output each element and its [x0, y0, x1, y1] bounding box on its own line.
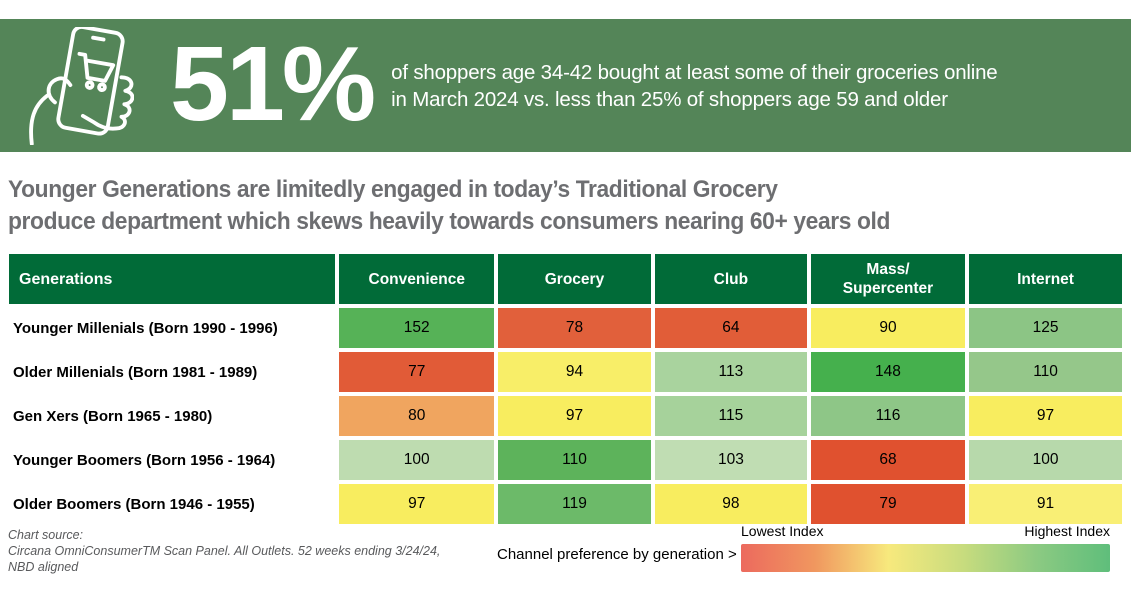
heatmap-cell: 68	[810, 440, 966, 480]
hand-holding-phone-shopping-cart-icon	[29, 26, 134, 145]
legend-caption: Channel preference by generation >	[497, 546, 737, 563]
heatmap-cell: 97	[339, 484, 494, 524]
heatmap-cell: 64	[654, 308, 807, 348]
wrist	[29, 93, 50, 145]
heatmap-cell: 78	[498, 308, 651, 348]
stat-value: 51%	[170, 24, 376, 143]
heatmap-cell: 148	[810, 352, 966, 392]
chart-source-label: Chart source:	[8, 528, 84, 542]
table-row: Younger Boomers (Born 1956 - 1964) 100 110…	[9, 440, 1122, 480]
heatmap-cell: 115	[654, 396, 807, 436]
heatmap-cell: 94	[498, 352, 651, 392]
column-header-generations: Generations	[9, 254, 336, 304]
heatmap-cell: 116	[810, 396, 966, 436]
column-header: Mass/ Supercenter	[810, 254, 966, 304]
heatmap-header: Generations Convenience Grocery Club Mass/ S…	[9, 254, 1122, 304]
phone-speaker	[91, 35, 106, 41]
legend-highest-label: Highest Index	[1024, 523, 1110, 539]
heatmap-cell: 97	[969, 396, 1122, 436]
table-row: Younger Millenials (Born 1990 - 1996) 152…	[9, 308, 1122, 348]
column-header: Club	[654, 254, 807, 304]
page-title-line1: Younger Generations are limitedly engage…	[8, 176, 778, 203]
heatmap-cell: 90	[810, 308, 966, 348]
heatmap-cell: 152	[339, 308, 494, 348]
column-header: Convenience	[339, 254, 494, 304]
heatmap-cell: 77	[339, 352, 494, 392]
heatmap-cell: 97	[498, 396, 651, 436]
heatmap-cell: 113	[654, 352, 807, 392]
page-title-line2: produce department which skews heavily t…	[8, 208, 891, 235]
heatmap-cell: 110	[969, 352, 1122, 392]
row-label: Older Boomers (Born 1946 - 1955)	[9, 484, 336, 524]
heatmap-cell: 98	[654, 484, 807, 524]
fingers	[80, 74, 134, 131]
legend-lowest-label: Lowest Index	[741, 523, 824, 539]
column-header: Grocery	[498, 254, 651, 304]
stat-description: of shoppers age 34-42 bought at least so…	[391, 59, 998, 113]
heatmap-cell: 79	[810, 484, 966, 524]
heatmap-cell: 100	[969, 440, 1122, 480]
row-label: Younger Boomers (Born 1956 - 1964)	[9, 440, 336, 480]
chart-source: Chart source: Circana OmniConsumerTM Sca…	[8, 527, 440, 575]
heatmap-cell: 125	[969, 308, 1122, 348]
heatmap-cell: 91	[969, 484, 1122, 524]
table-row: Older Millenials (Born 1981 - 1989) 77 94 1…	[9, 352, 1122, 392]
thumb	[46, 75, 73, 104]
heatmap-cell: 80	[339, 396, 494, 436]
legend-labels: Lowest Index Highest Index	[741, 523, 1110, 539]
row-label: Gen Xers (Born 1965 - 1980)	[9, 396, 336, 436]
table-row: Gen Xers (Born 1965 - 1980) 80 97 115 116 97	[9, 396, 1122, 436]
chart-source-line2: NBD aligned	[8, 560, 79, 574]
heatmap-cell: 119	[498, 484, 651, 524]
phone-outline	[56, 26, 125, 136]
page-title: Younger Generations are limitedly engage…	[8, 174, 890, 238]
row-label: Older Millenials (Born 1981 - 1989)	[9, 352, 336, 392]
chart-source-line1: Circana OmniConsumerTM Scan Panel. All O…	[8, 544, 441, 558]
heatmap-cell: 110	[498, 440, 651, 480]
stat-description-line2: in March 2024 vs. less than 25% of shopp…	[391, 87, 948, 111]
legend-gradient-bar	[741, 544, 1110, 572]
row-label: Younger Millenials (Born 1990 - 1996)	[9, 308, 336, 348]
header-banner: 51% of shoppers age 34-42 bought at leas…	[0, 19, 1131, 152]
heatmap-cell: 100	[339, 440, 494, 480]
index-legend: Lowest Index Highest Index	[741, 523, 1110, 572]
heatmap-body: Younger Millenials (Born 1990 - 1996) 152…	[9, 308, 1122, 524]
heatmap-cell: 103	[654, 440, 807, 480]
shopping-cart-icon	[77, 51, 116, 83]
column-header: Internet	[969, 254, 1122, 304]
heatmap-table: Generations Convenience Grocery Club Mass/ S…	[5, 250, 1126, 528]
heatmap-header-row: Generations Convenience Grocery Club Mass/ S…	[9, 254, 1122, 304]
table-row: Older Boomers (Born 1946 - 1955) 97 119 98 7…	[9, 484, 1122, 524]
stat-description-line1: of shoppers age 34-42 bought at least so…	[391, 60, 998, 84]
